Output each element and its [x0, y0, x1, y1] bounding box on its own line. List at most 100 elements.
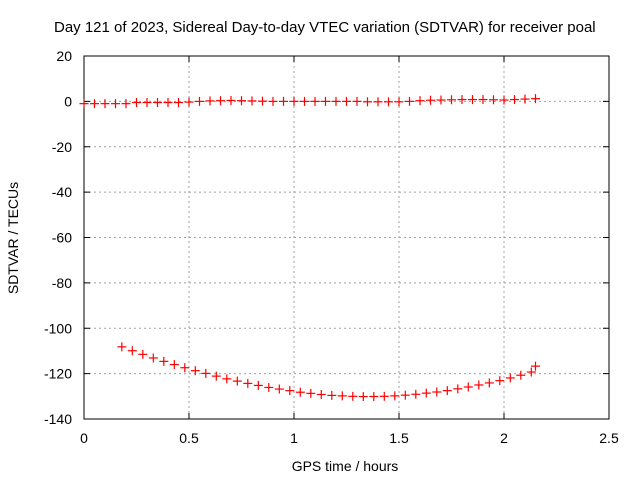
data-point: [132, 98, 141, 108]
data-point: [289, 96, 299, 106]
axis-ticks: 0 0.5 1 1.5 2 2.5 20 0 -20 -40 -60 -80 -100 -120 -140: [44, 48, 619, 446]
y-tick-label: -80: [52, 275, 72, 291]
data-point: [300, 96, 309, 106]
y-tick-label: 20: [56, 48, 72, 64]
data-point: [180, 363, 190, 373]
data-point: [174, 98, 183, 108]
data-point: [127, 346, 137, 356]
data-point: [258, 96, 267, 106]
data-point: [421, 388, 431, 398]
data-point: [310, 96, 320, 106]
data-point: [342, 96, 351, 106]
data-point: [247, 96, 257, 106]
data-point: [169, 360, 179, 370]
data-point: [457, 95, 467, 105]
data-point: [489, 95, 498, 105]
data-point: [90, 99, 99, 109]
data-point: [253, 380, 263, 390]
data-point: [478, 95, 488, 105]
grid: [84, 56, 609, 419]
data-point: [337, 391, 347, 401]
data-point: [447, 95, 456, 105]
data-point: [243, 378, 253, 388]
data-point: [432, 387, 442, 397]
data-point: [111, 99, 120, 109]
x-tick-label: 0.5: [179, 430, 199, 446]
data-point: [268, 96, 278, 106]
y-tick-label: -140: [44, 411, 72, 427]
data-point: [526, 367, 536, 377]
y-tick-label: -100: [44, 320, 72, 336]
chart-title: Day 121 of 2023, Sidereal Day-to-day VTE…: [54, 19, 596, 36]
data-point: [159, 356, 169, 366]
y-tick-label: -40: [52, 184, 72, 200]
data-point: [400, 390, 410, 400]
data-point: [153, 98, 162, 108]
data-point: [405, 96, 414, 106]
x-tick-label: 1.5: [389, 430, 409, 446]
data-point: [295, 387, 305, 397]
data-point: [205, 96, 215, 106]
x-axis-label: GPS time / hours: [292, 458, 399, 474]
data-point: [369, 392, 379, 402]
data-point: [211, 371, 221, 381]
data-point: [321, 96, 330, 106]
data-point: [520, 94, 530, 104]
data-point: [363, 97, 372, 107]
data-point: [79, 99, 89, 109]
data-point: [510, 95, 519, 105]
data-point: [306, 388, 316, 398]
x-tick-label: 2: [500, 430, 508, 446]
data-point: [195, 96, 204, 106]
data-point: [516, 370, 526, 380]
x-tick-label: 0: [80, 430, 88, 446]
data-point: [411, 389, 421, 399]
data-point: [327, 390, 337, 400]
series-upper: [79, 94, 540, 109]
data-point: [237, 96, 246, 106]
data-point: [436, 95, 446, 105]
data-point: [184, 97, 194, 107]
data-point: [190, 366, 200, 376]
y-axis-label: SDTVAR / TECUs: [5, 182, 21, 294]
data-point: [394, 97, 404, 107]
data-point: [274, 384, 284, 394]
data-point: [426, 95, 435, 105]
data-point: [379, 391, 389, 401]
data-point: [117, 342, 127, 352]
data-point: [352, 96, 362, 106]
data-point: [163, 98, 173, 108]
data-point: [495, 376, 505, 386]
data-point: [142, 98, 152, 108]
data-point: [442, 386, 452, 396]
data-point: [121, 99, 131, 109]
data-point: [384, 97, 393, 107]
data-point: [232, 376, 242, 386]
data-point: [390, 391, 400, 401]
x-tick-label: 1: [290, 430, 298, 446]
data-point: [222, 374, 232, 384]
data-point: [226, 95, 236, 105]
data-point: [531, 361, 540, 371]
x-tick-label: 2.5: [599, 430, 619, 446]
data-point: [463, 382, 473, 392]
data-point: [474, 380, 484, 390]
y-tick-label: -60: [52, 230, 72, 246]
data-point: [505, 373, 515, 383]
data-point: [285, 386, 295, 396]
data-point: [264, 382, 274, 392]
data-point: [358, 392, 368, 402]
data-point: [279, 96, 288, 106]
data-point: [216, 96, 225, 106]
data-point: [201, 368, 211, 378]
data-point: [531, 94, 540, 104]
data-point: [415, 96, 425, 106]
y-tick-label: -120: [44, 366, 72, 382]
data-point: [138, 349, 148, 359]
data-point: [100, 99, 110, 109]
data-point: [148, 353, 158, 363]
series-lower: [117, 342, 540, 402]
data-point: [373, 97, 383, 107]
data-series: [79, 94, 540, 402]
